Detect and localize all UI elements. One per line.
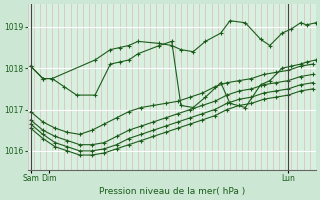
X-axis label: Pression niveau de la mer( hPa ): Pression niveau de la mer( hPa ) <box>99 187 245 196</box>
